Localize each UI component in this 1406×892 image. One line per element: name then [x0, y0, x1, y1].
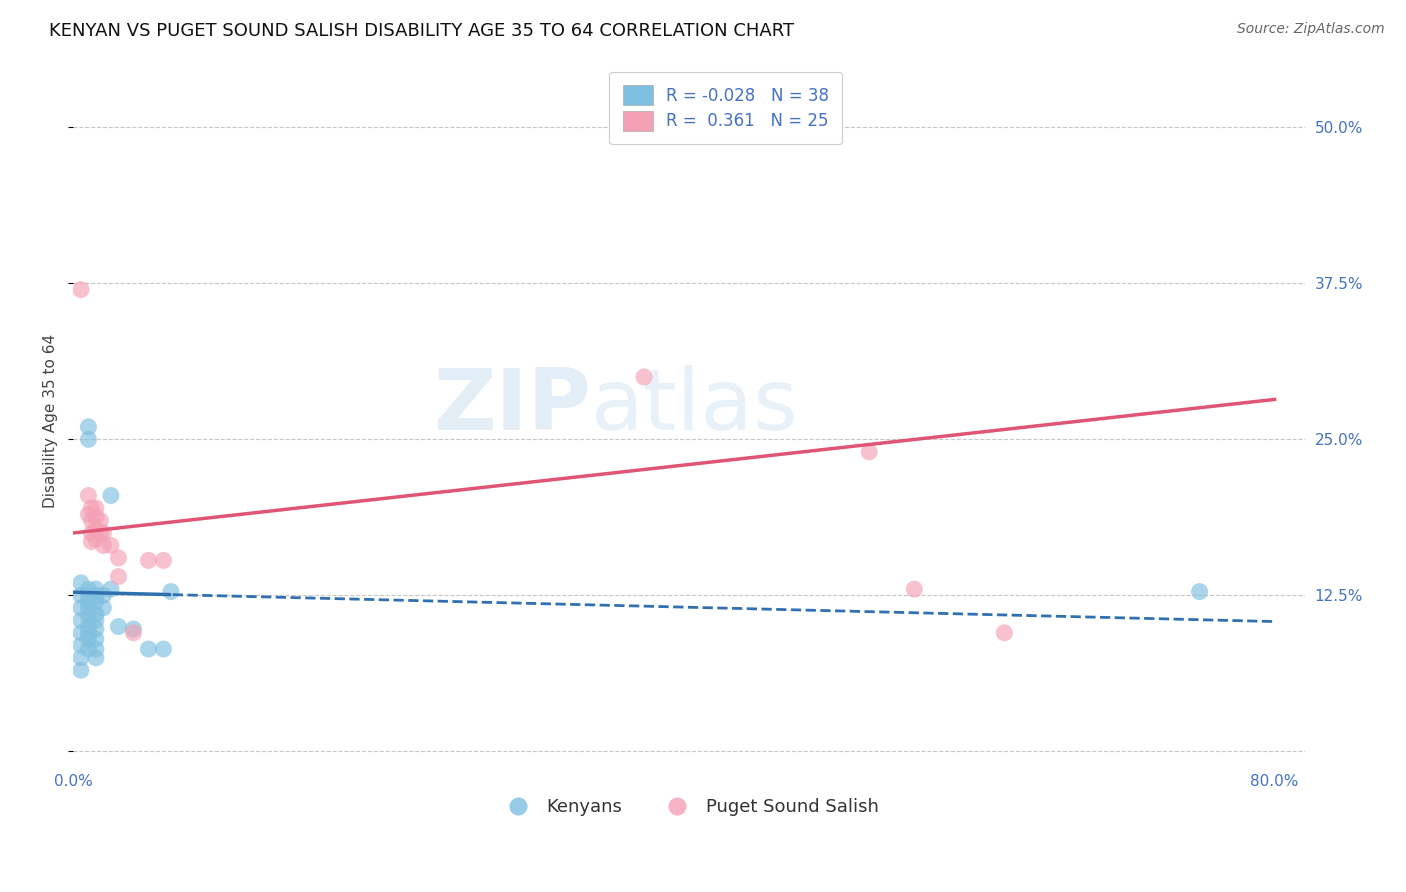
Point	[993, 625, 1015, 640]
Legend: Kenyans, Puget Sound Salish: Kenyans, Puget Sound Salish	[492, 791, 886, 823]
Point	[152, 553, 174, 567]
Point	[84, 509, 107, 524]
Point	[107, 569, 129, 583]
Point	[93, 600, 115, 615]
Point	[80, 500, 103, 515]
Point	[70, 613, 93, 627]
Point	[77, 507, 100, 521]
Point	[93, 538, 115, 552]
Point	[84, 522, 107, 536]
Point	[84, 582, 107, 596]
Point	[84, 532, 107, 546]
Point	[160, 584, 183, 599]
Point	[100, 582, 122, 596]
Point	[107, 550, 129, 565]
Point	[1188, 584, 1211, 599]
Point	[80, 513, 103, 527]
Point	[77, 594, 100, 608]
Point	[70, 588, 93, 602]
Point	[100, 538, 122, 552]
Point	[70, 650, 93, 665]
Point	[80, 534, 103, 549]
Point	[77, 625, 100, 640]
Point	[77, 420, 100, 434]
Point	[138, 642, 160, 657]
Point	[107, 619, 129, 633]
Point	[903, 582, 925, 596]
Point	[77, 433, 100, 447]
Point	[77, 609, 100, 624]
Point	[84, 632, 107, 646]
Point	[89, 513, 111, 527]
Point	[77, 600, 100, 615]
Point	[84, 642, 107, 657]
Text: Source: ZipAtlas.com: Source: ZipAtlas.com	[1237, 22, 1385, 37]
Point	[122, 622, 145, 636]
Point	[152, 642, 174, 657]
Point	[70, 625, 93, 640]
Point	[70, 663, 93, 677]
Point	[77, 632, 100, 646]
Point	[77, 582, 100, 596]
Y-axis label: Disability Age 35 to 64: Disability Age 35 to 64	[44, 334, 58, 508]
Point	[122, 625, 145, 640]
Point	[77, 619, 100, 633]
Text: ZIP: ZIP	[433, 366, 591, 449]
Point	[84, 607, 107, 621]
Point	[100, 489, 122, 503]
Point	[84, 588, 107, 602]
Point	[84, 613, 107, 627]
Point	[93, 588, 115, 602]
Point	[77, 489, 100, 503]
Point	[77, 642, 100, 657]
Point	[858, 445, 880, 459]
Point	[138, 553, 160, 567]
Point	[70, 638, 93, 652]
Point	[84, 622, 107, 636]
Text: atlas: atlas	[591, 366, 799, 449]
Point	[93, 525, 115, 540]
Point	[77, 588, 100, 602]
Point	[633, 370, 655, 384]
Point	[84, 500, 107, 515]
Text: KENYAN VS PUGET SOUND SALISH DISABILITY AGE 35 TO 64 CORRELATION CHART: KENYAN VS PUGET SOUND SALISH DISABILITY …	[49, 22, 794, 40]
Point	[84, 594, 107, 608]
Point	[80, 525, 103, 540]
Point	[70, 283, 93, 297]
Point	[89, 525, 111, 540]
Point	[70, 575, 93, 590]
Point	[84, 650, 107, 665]
Point	[70, 600, 93, 615]
